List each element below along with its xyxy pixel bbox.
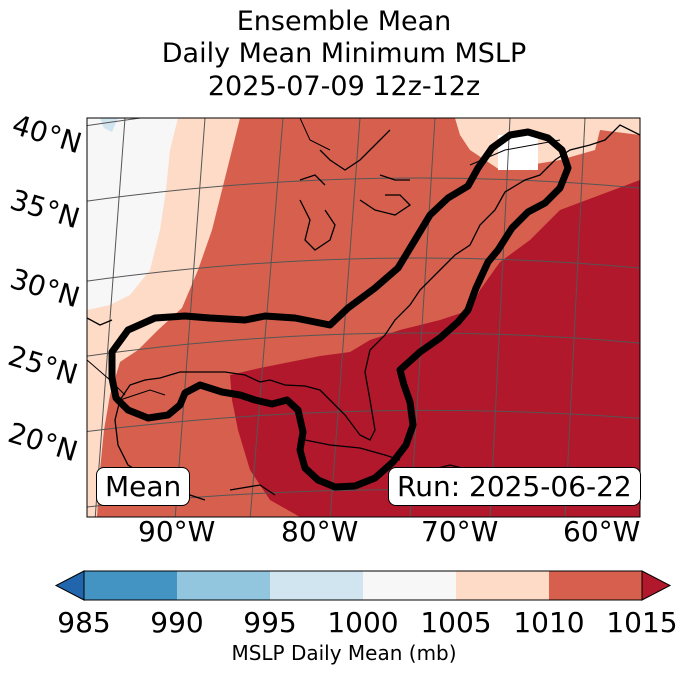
fill-1000-1005 xyxy=(87,118,178,310)
colorbar-segment-985-990 xyxy=(84,571,178,600)
colorbar-tick-1005: 1005 xyxy=(420,606,492,639)
lon-label-70: 70°W xyxy=(421,515,499,548)
title-line-2: Daily Mean Minimum MSLP xyxy=(161,38,527,69)
colorbar-tick-1010: 1010 xyxy=(513,606,585,639)
run-label-box: Run: 2025-06-22 xyxy=(388,467,641,506)
lon-label-90: 90°W xyxy=(138,515,216,548)
lon-label-80: 80°W xyxy=(281,515,359,548)
colorbar-tick-995: 995 xyxy=(243,606,297,639)
colorbar-extend-high xyxy=(641,570,672,601)
map-panel xyxy=(86,117,641,518)
highlight-contour xyxy=(108,128,572,491)
colorbar-tick-985: 985 xyxy=(57,606,111,639)
colorbar-tick-1015: 1015 xyxy=(606,606,678,639)
colorbar-label: MSLP Daily Mean (mb) xyxy=(231,641,457,665)
title-line-3: 2025-07-09 12z-12z xyxy=(207,71,481,102)
colorbar-segment-995-1000 xyxy=(270,571,364,600)
lon-label-60: 60°W xyxy=(563,515,641,548)
fill-over-1015 xyxy=(230,180,640,517)
colorbar-segment-990-995 xyxy=(177,571,271,600)
colorbar-tick-1000: 1000 xyxy=(327,606,399,639)
title-line-1: Ensemble Mean xyxy=(236,6,452,37)
mean-label-box: Mean xyxy=(96,467,191,506)
colorbar-segment-1000-1005 xyxy=(363,571,457,600)
map-frame xyxy=(86,117,641,518)
colorbar-segment-1005-1010 xyxy=(456,571,550,600)
colorbar-tick-990: 990 xyxy=(150,606,204,639)
colorbar-extend-low xyxy=(54,570,85,601)
colorbar-segment-1010-1015 xyxy=(549,571,643,600)
